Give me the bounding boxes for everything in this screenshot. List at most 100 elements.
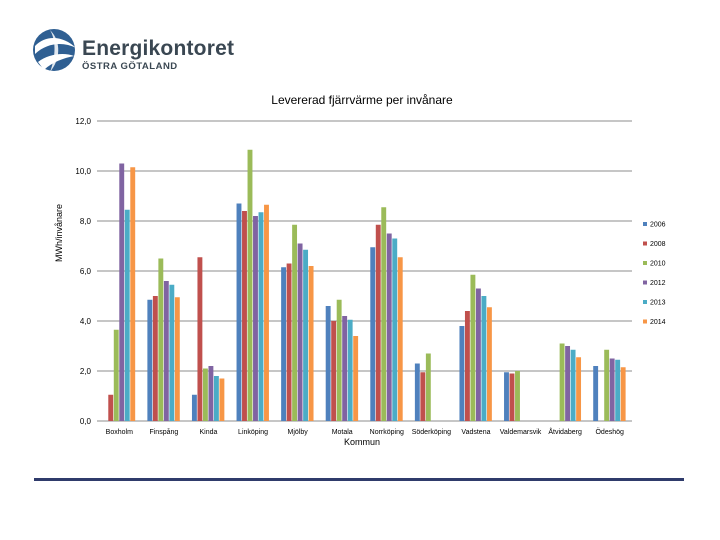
legend-label-2010: 2010 — [650, 261, 666, 268]
x-tick-label: Ödeshög — [595, 428, 624, 436]
bar-2010-Finspång — [158, 258, 164, 421]
gridlines — [97, 120, 632, 422]
bar-2012-Åtvidaberg — [565, 346, 571, 421]
footer-divider — [34, 478, 684, 481]
logo-swirl-icon — [33, 29, 76, 72]
bar-2012-Norrköping — [386, 233, 392, 421]
bar-2006-Finspång — [147, 299, 153, 421]
bar-2014-Finspång — [174, 297, 180, 421]
y-axis-label: MWh/invånare — [54, 204, 64, 262]
bar-2012-Linköping — [253, 216, 258, 421]
bar-2006-Norrköping — [370, 247, 376, 421]
legend-label-2012: 2012 — [650, 280, 666, 287]
bar-2014-Ödeshög — [620, 367, 626, 421]
bar-2008-Motala — [331, 321, 337, 421]
bar-2014-Norrköping — [397, 257, 403, 421]
bar-2008-Linköping — [242, 211, 247, 421]
y-tick-label: 10,0 — [75, 167, 91, 176]
bar-2012-Motala — [342, 316, 348, 421]
x-tick-label: Vadstena — [461, 429, 490, 436]
bar-2010-Norrköping — [381, 207, 387, 421]
legend-label-2014: 2014 — [650, 319, 666, 326]
bar-2012-Finspång — [163, 281, 169, 421]
bar-2014-Mjölby — [308, 266, 314, 421]
y-tick-label: 2,0 — [80, 367, 92, 376]
bar-2010-Vadstena — [470, 274, 476, 421]
y-tick-label: 6,0 — [80, 267, 92, 276]
bar-2013-Linköping — [258, 212, 264, 421]
y-tick-labels: 0,0 2,0 4,0 6,0 8,0 10,0 12,0 — [75, 117, 91, 426]
bar-2013-Åtvidaberg — [570, 349, 576, 421]
bar-2014-Linköping — [264, 204, 269, 421]
bar-2006-Mjölby — [281, 267, 287, 421]
bar-2012-Kinda — [208, 366, 214, 421]
bar-2012-Mjölby — [297, 243, 303, 421]
y-tick-label: 8,0 — [80, 217, 92, 226]
bar-2014-Boxholm — [130, 167, 136, 421]
bar-2006-Valdemarsvik — [504, 372, 509, 421]
bar-2012-Boxholm — [119, 163, 125, 421]
bar-2010-Söderköping — [425, 353, 431, 421]
x-tick-label: Kinda — [200, 429, 218, 436]
y-tick-label: 12,0 — [75, 117, 91, 126]
bar-chart: Levererad fjärrvärme per invånare MWh/in… — [54, 93, 666, 447]
bar-2013-Motala — [347, 319, 353, 421]
legend-swatch-2013 — [643, 300, 647, 304]
bar-2013-Boxholm — [124, 209, 130, 421]
legend-label-2008: 2008 — [650, 241, 666, 248]
bar-2014-Motala — [353, 336, 359, 421]
bar-2010-Valdemarsvik — [515, 371, 520, 421]
bar-2006-Ödeshög — [593, 366, 599, 421]
bar-2013-Mjölby — [303, 249, 309, 421]
bar-2013-Ödeshög — [615, 359, 621, 421]
bar-2010-Linköping — [247, 149, 253, 421]
x-tick-label: Mjölby — [288, 429, 309, 436]
bar-2006-Kinda — [191, 394, 197, 421]
chart-title: Levererad fjärrvärme per invånare — [271, 93, 453, 107]
legend-swatch-2012 — [643, 280, 647, 285]
bar-2012-Vadstena — [475, 288, 481, 421]
legend-swatch-2006 — [643, 222, 647, 226]
logo-subtitle: ÖSTRA GÖTALAND — [82, 61, 178, 72]
bar-2012-Ödeshög — [609, 358, 615, 421]
bar-2014-Kinda — [219, 378, 225, 421]
bar-2010-Motala — [336, 299, 342, 421]
energikontoret-logo: Energikontoret ÖSTRA GÖTALAND — [30, 26, 260, 76]
x-tick-label: Finspång — [149, 428, 178, 436]
bar-2006-Söderköping — [414, 363, 420, 421]
legend-swatch-2008 — [643, 241, 647, 246]
legend-swatch-2014 — [643, 319, 647, 324]
legend: 2006 2008 2010 2012 2013 2014 — [643, 222, 666, 326]
bar-2008-Boxholm — [108, 394, 114, 421]
bar-2010-Mjölby — [292, 224, 298, 421]
x-tick-labels: Boxholm Finspång Kinda Linköping Mjölby Motal… — [106, 427, 624, 436]
bar-2014-Åtvidaberg — [576, 357, 582, 421]
x-tick-label: Norrköping — [370, 429, 404, 436]
x-tick-label: Valdemarsvik — [500, 429, 542, 436]
x-axis-label: Kommun — [344, 437, 380, 447]
bar-2008-Finspång — [152, 296, 158, 421]
legend-swatch-2010 — [643, 261, 647, 265]
bar-2006-Vadstena — [459, 326, 465, 421]
bar-2008-Vadstena — [464, 311, 470, 421]
bar-2013-Finspång — [169, 284, 175, 421]
bar-2014-Vadstena — [486, 307, 492, 421]
bar-2013-Kinda — [213, 376, 219, 421]
bar-2006-Linköping — [236, 203, 242, 421]
bar-2010-Ödeshög — [604, 349, 610, 421]
y-tick-label: 4,0 — [80, 317, 92, 326]
x-tick-label: Motala — [332, 429, 353, 436]
bar-2008-Norrköping — [375, 224, 381, 421]
bar-2008-Söderköping — [420, 372, 426, 421]
x-tick-label: Boxholm — [106, 429, 133, 436]
bar-2013-Norrköping — [392, 238, 398, 421]
y-tick-label: 0,0 — [80, 417, 92, 426]
legend-label-2013: 2013 — [650, 300, 666, 307]
bar-2008-Mjölby — [286, 263, 292, 421]
bar-2008-Kinda — [197, 257, 203, 421]
x-tick-label: Söderköping — [412, 429, 451, 436]
x-tick-label: Åtvidaberg — [548, 427, 582, 436]
bar-2013-Vadstena — [481, 296, 487, 421]
bars — [108, 149, 626, 421]
legend-label-2006: 2006 — [650, 222, 666, 229]
